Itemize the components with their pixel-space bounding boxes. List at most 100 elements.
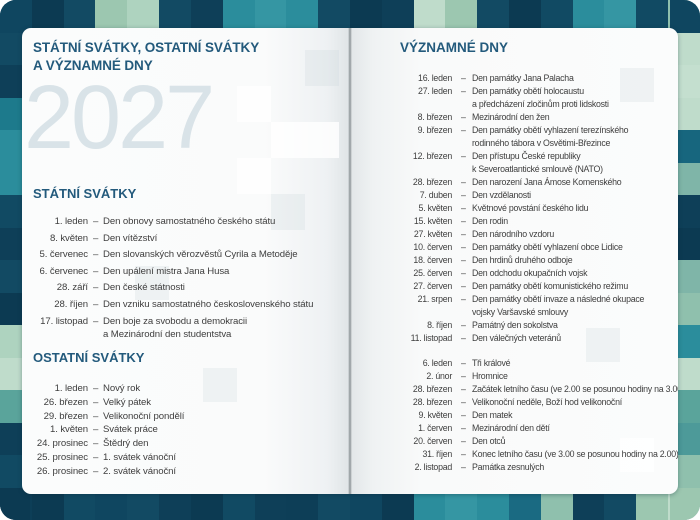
holiday-row: 8. květen – Den vítězství [33, 232, 347, 245]
holiday-date: 1. květen [49, 424, 88, 436]
mosaic-square [318, 490, 350, 520]
holiday-desc-line: Mezinárodní den dětí [472, 423, 550, 433]
holiday-desc-line: Den památky obětí vyhlazení obce Lidice [472, 242, 623, 252]
mosaic-square [127, 490, 160, 520]
mosaic-square [413, 0, 446, 30]
mosaic-square [127, 0, 160, 30]
holiday-desc-line: vojsky Varšavské smlouvy [472, 307, 569, 317]
holiday-row: 31. říjen – Konec letního času (ve 3.00 … [400, 448, 678, 461]
holiday-desc: Památný den sokolstva [472, 319, 676, 332]
mosaic-square [572, 490, 605, 520]
holiday-date: 17. listopad [40, 315, 88, 327]
holiday-desc-line: Den památky Jana Palacha [472, 73, 574, 83]
mosaic-square [381, 490, 414, 520]
book-spread: STÁTNÍ SVÁTKY, OSTATNÍ SVÁTKY A VÝZNAMNÉ… [22, 28, 678, 494]
holiday-dash: – [93, 410, 99, 422]
mosaic-square [477, 0, 509, 30]
holiday-desc-line: Den památky obětí vyhlazení terezínského [472, 125, 629, 135]
holiday-dash: – [461, 73, 466, 83]
holiday-row: 15. květen – Den rodin [400, 215, 676, 228]
holiday-date: 1. červen [418, 423, 452, 433]
holiday-date: 8. říjen [427, 320, 452, 330]
holiday-desc: Den památky obětí vyhlazení terezínského… [472, 124, 676, 150]
holiday-desc-line: Den památky obětí holocaustu [472, 86, 584, 96]
holiday-date: 27. květen [413, 229, 452, 239]
holiday-dash: – [461, 320, 466, 330]
holiday-desc-line: Den hrdinů druhého odboje [472, 255, 573, 265]
holiday-desc: Den památky obětí komunistického režimu [472, 280, 676, 293]
holiday-desc: Hromnice [472, 370, 676, 383]
holiday-dash: – [461, 86, 466, 96]
holiday-dash: – [461, 410, 466, 420]
holiday-dash: – [93, 315, 99, 327]
holiday-date: 28. říjen [54, 298, 88, 310]
holiday-dash: – [461, 333, 466, 343]
mosaic-square [318, 0, 350, 30]
holiday-row: 8. březen – Mezinárodní den žen [400, 111, 676, 124]
holiday-dash: – [93, 424, 99, 436]
holiday-date: 5. květen [418, 203, 453, 213]
holiday-date: 16. leden [418, 73, 452, 83]
holiday-date: 1. leden [54, 216, 88, 227]
holiday-date: 21. srpen [417, 294, 453, 304]
holiday-desc: Den rodin [472, 215, 676, 228]
holiday-desc-line: Začátek letního času (ve 2.00 se posunou… [472, 384, 678, 394]
holiday-desc-line: Den národního vzdoru [472, 229, 555, 239]
holiday-row: 1. leden – Den obnovy samostatného české… [33, 215, 347, 228]
holiday-desc-line: Tři králové [472, 358, 511, 368]
holiday-desc: Den otců [472, 435, 676, 448]
holiday-date: 31. říjen [422, 449, 452, 459]
holiday-date: 8. květen [49, 232, 88, 244]
holiday-desc: Konec letního času (ve 3.00 se posunou h… [472, 448, 678, 461]
holiday-row: 20. červen – Den otců [400, 435, 676, 448]
holiday-row: 24. prosinec – Štědrý den [33, 437, 347, 450]
holiday-row: 1. červen – Mezinárodní den dětí [400, 422, 676, 435]
holiday-desc-line: Den válečných veteránů [472, 333, 561, 343]
holiday-desc: Den matek [472, 409, 676, 422]
holiday-row: 12. březen – Den přístupu České republik… [400, 150, 676, 176]
page-title: STÁTNÍ SVÁTKY, OSTATNÍ SVÁTKY A VÝZNAMNÉ… [33, 39, 259, 75]
holiday-date: 26. březen [43, 396, 88, 408]
holiday-desc-line: Den vzdělanosti [472, 190, 531, 200]
section-heading-vyznamne-dny: VÝZNAMNÉ DNY [400, 40, 509, 55]
mosaic-square [190, 490, 223, 520]
holiday-desc-line: Velký pátek [103, 396, 151, 408]
mosaic-square [413, 490, 446, 520]
book-spine [348, 28, 352, 494]
mosaic-square [509, 0, 541, 30]
holiday-row: 29. březen – Velikonoční pondělí [33, 410, 347, 423]
holiday-row: 6. červenec – Den upálení mistra Jana Hu… [33, 265, 347, 278]
mosaic-square [381, 0, 414, 30]
holiday-row: 1. květen – Svátek práce [33, 423, 347, 436]
holiday-dash: – [93, 216, 99, 227]
holiday-desc: Den vítězství [103, 232, 347, 245]
holiday-desc-line: Den české státnosti [103, 282, 185, 294]
mosaic-square [477, 490, 509, 520]
holiday-desc-line: Mezinárodní den žen [472, 112, 550, 122]
holiday-desc-line: Konec letního času (ve 3.00 se posunou h… [472, 449, 678, 459]
section-heading-ostatni-svatky: OSTATNÍ SVÁTKY [33, 350, 145, 365]
holiday-desc: Den památky Jana Palacha [472, 72, 676, 85]
holiday-desc-line: Den vzniku samostatného československého… [103, 298, 314, 310]
holiday-row: 28. březen – Velikonoční neděle, Boží ho… [400, 396, 676, 409]
holiday-dash: – [461, 294, 466, 304]
holiday-list-vyznamne-dny-2: 6. leden – Tři králové 2. únor – Hromnic… [400, 357, 678, 474]
mosaic-square [159, 490, 191, 520]
mosaic-square [222, 490, 255, 520]
holiday-desc-line: 1. svátek vánoční [103, 451, 176, 463]
holiday-row: 25. prosinec – 1. svátek vánoční [33, 451, 347, 464]
holiday-row: 27. červen – Den památky obětí komunisti… [400, 280, 676, 293]
holiday-date: 24. prosinec [36, 438, 88, 450]
holiday-row: 26. březen – Velký pátek [33, 396, 347, 409]
holiday-desc-line: Památka zesnulých [472, 462, 545, 472]
holiday-date: 8. březen [417, 112, 453, 122]
mosaic-square [445, 0, 478, 30]
mosaic-square [349, 0, 382, 30]
holiday-date: 26. prosinec [36, 465, 88, 477]
mosaic-square [0, 0, 30, 33]
holiday-desc: 1. svátek vánoční [103, 451, 347, 464]
border-mosaic-bottom [0, 490, 700, 520]
holiday-desc: Den přístupu České republiky k Severoatla… [472, 150, 676, 176]
holiday-row: 6. leden – Tři králové [400, 357, 676, 370]
holiday-desc: Nový rok [103, 382, 347, 395]
